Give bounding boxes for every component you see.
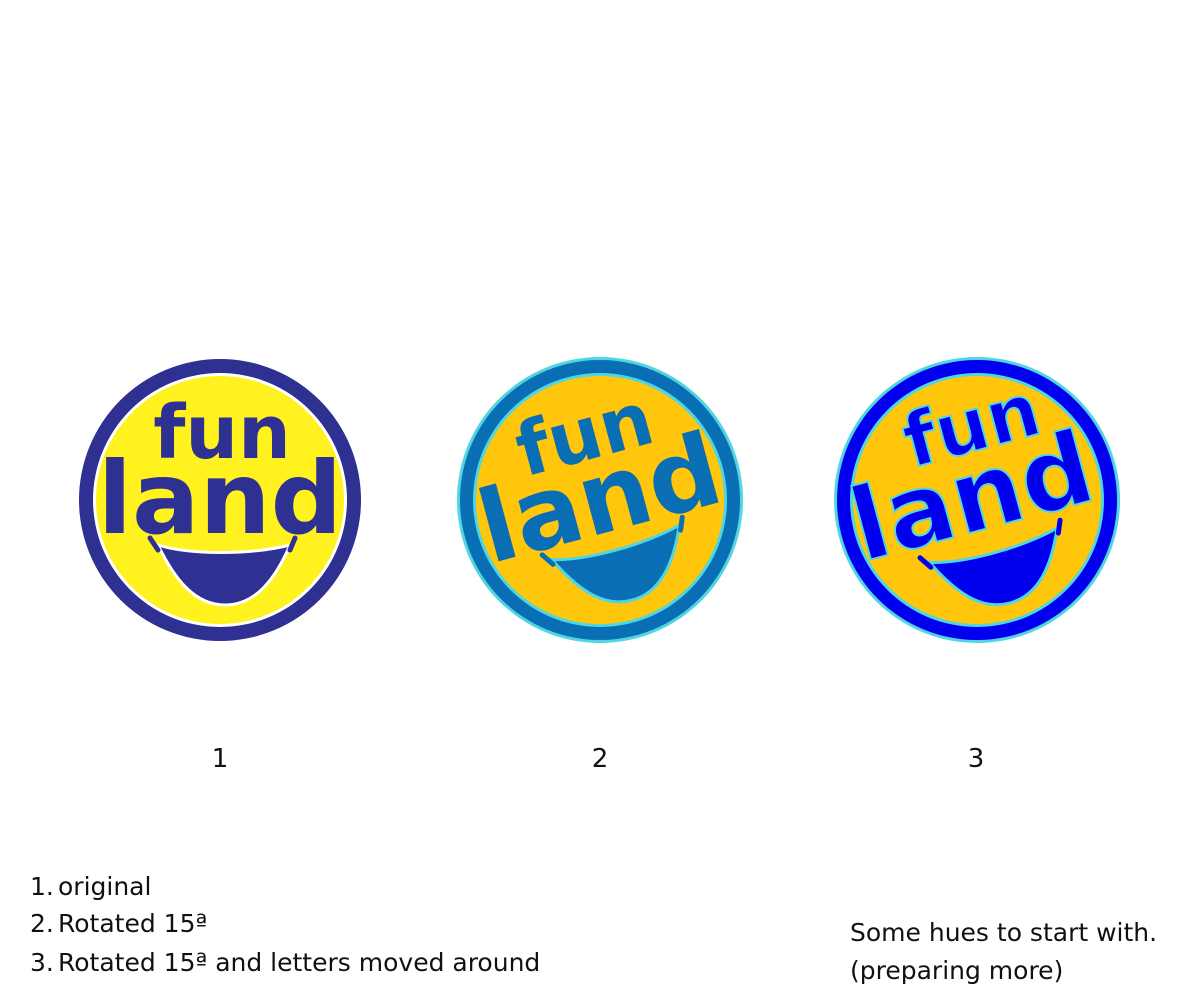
logo-smile-ends (539, 514, 685, 567)
logo: fun land (457, 357, 743, 643)
logo-caption: 3 (968, 744, 985, 774)
logo-word: fun (153, 390, 291, 476)
logo-smile (548, 522, 682, 604)
logo-smile (926, 525, 1059, 607)
side-note: (preparing more) (850, 956, 1063, 985)
logo-word: land (98, 440, 343, 557)
logo-smile-ends (147, 535, 298, 553)
logo-caption: 2 (592, 744, 609, 774)
logo-smile-ends (917, 517, 1063, 570)
note-number: 1. (30, 872, 54, 901)
note-number: 3. (30, 948, 54, 977)
note-text: Rotated 15ª (58, 909, 207, 938)
note-text: Rotated 15ª and letters moved around (58, 948, 540, 977)
side-note: Some hues to start with. (850, 918, 1157, 947)
logo: fun land (79, 359, 361, 641)
logo-caption: 1 (212, 744, 229, 774)
note-number: 2. (30, 909, 54, 938)
note-text: original (58, 872, 151, 901)
logo: fun land (834, 357, 1120, 643)
logo-smile (155, 542, 293, 607)
